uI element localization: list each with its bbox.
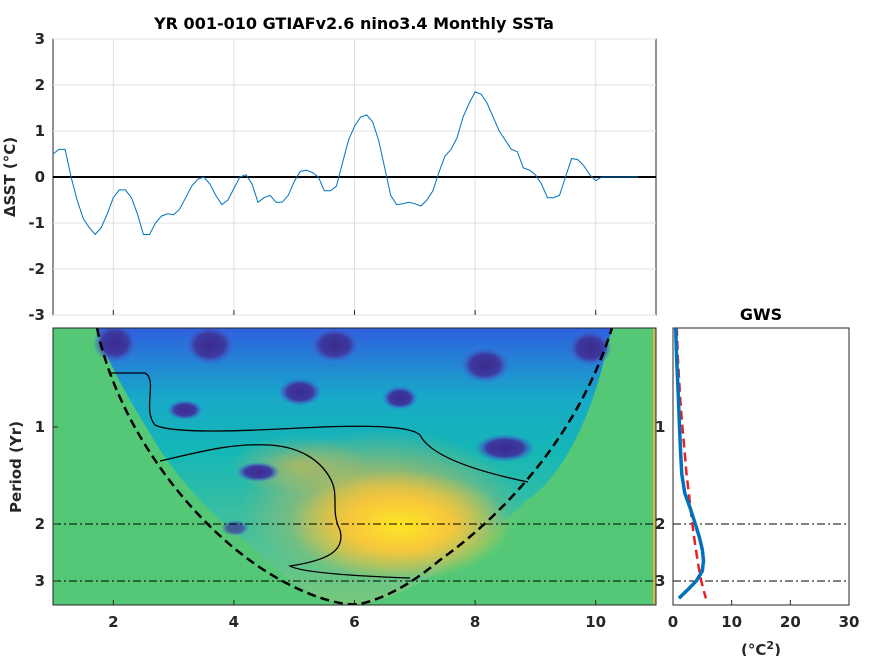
y-tick-label: 2: [35, 515, 45, 533]
gws-y-tick-label: 1: [655, 418, 665, 436]
gws-x-tick-label: 0: [668, 613, 678, 631]
y-tick-label: 3: [35, 30, 45, 48]
wavelet-ylabel: Period (Yr): [7, 421, 25, 513]
x-tick-label: 4: [229, 613, 239, 631]
timeseries-ylabel: ΔSST (°C): [1, 137, 19, 217]
low-power-blob: [185, 328, 235, 365]
power-peak-region: [290, 470, 510, 580]
low-power-blob: [310, 328, 360, 363]
ylabel-prefix: ΔSST (: [1, 162, 19, 217]
wavelet-edge-strip: [653, 328, 656, 605]
significance-contour: [110, 372, 529, 483]
gws-title: GWS: [740, 305, 782, 324]
significance-contour: [159, 444, 411, 579]
gws-x-tick-label: 20: [780, 613, 801, 631]
gws-xlabel-unit: °C: [748, 641, 767, 656]
gws-y-tick-label: 2: [655, 515, 665, 533]
low-power-blob: [568, 330, 612, 366]
low-power-blob: [167, 400, 203, 420]
low-power-blob: [278, 378, 322, 406]
y-tick-label: -2: [28, 260, 45, 278]
gws-xlabel-exp: 2: [766, 639, 774, 652]
gws-panel: 0 10 20 30 1 2 3 GWS (°C2): [655, 305, 859, 656]
ssta-series-line: [53, 91, 638, 236]
gws-axes-box: [672, 327, 850, 606]
gws-xlabel: (°C2): [741, 639, 781, 656]
x-tick-label: 6: [349, 613, 359, 631]
y-tick-label: -3: [28, 306, 45, 324]
y-tick-label: 0: [35, 168, 45, 186]
gws-x-tick-label: 30: [839, 613, 860, 631]
gws-x-tick-label: 10: [721, 613, 742, 631]
y-tick-label: 2: [35, 76, 45, 94]
gws-power-line: [673, 328, 706, 600]
timeseries-ticks: 3 2 1 0 -1 -2 -3: [28, 30, 597, 324]
y-tick-label: 3: [35, 572, 45, 590]
gws-y-tick-label: 3: [655, 572, 665, 590]
low-power-blob: [93, 328, 137, 363]
ylabel-suffix: ): [1, 137, 19, 144]
timeseries-panel: 3 2 1 0 -1 -2 -3 YR 001-010 GTIAFv2.6 nino3.4 …: [1, 14, 657, 324]
low-power-blob: [475, 434, 535, 462]
cone-of-influence: [95, 328, 614, 605]
y-tick-label: -1: [28, 214, 45, 232]
chart-title: YR 001-010 GTIAFv2.6 nino3.4 Monthly SST…: [153, 14, 554, 33]
y-tick-label: 1: [35, 122, 45, 140]
y-tick-label: 1: [35, 418, 45, 436]
low-power-blob: [460, 347, 510, 383]
low-power-blob: [236, 462, 280, 482]
x-tick-label: 10: [585, 613, 606, 631]
low-power-blob: [382, 386, 418, 410]
ylabel-unit: °C: [1, 144, 19, 163]
x-tick-label: 2: [108, 613, 118, 631]
x-tick-label: 8: [470, 613, 480, 631]
low-power-blob: [221, 520, 249, 536]
gws-ticks: 0 10 20 30 1 2 3: [655, 418, 859, 631]
